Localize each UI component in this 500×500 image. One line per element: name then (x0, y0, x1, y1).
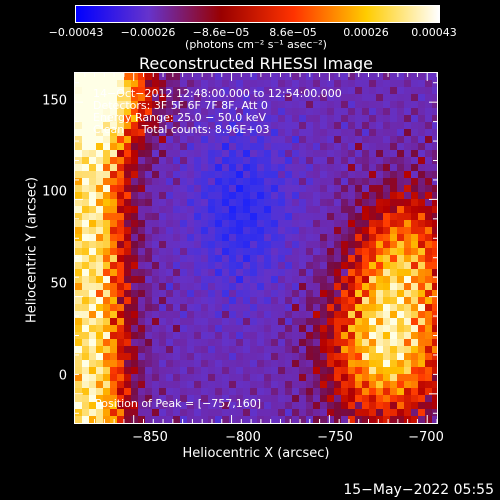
annotation-time-range: 14−Oct−2012 12:48:00.000 to 12:54:00.000 (93, 87, 342, 100)
y-tick-label: 0 (58, 368, 67, 384)
annotation-clean-counts: Clean Total counts: 8.96E+03 (93, 123, 270, 136)
colorbar-unit-label: (photons cm⁻² s⁻¹ asec⁻²) (185, 38, 327, 51)
y-tick-label: 50 (50, 276, 67, 292)
x-tick-label: −700 (408, 430, 444, 445)
x-axis-label: Heliocentric X (arcsec) (182, 446, 330, 461)
annotation-energy-range: Energy Range: 25.0 − 50.0 keV (93, 111, 267, 124)
heatmap (75, 73, 437, 423)
peak-position-label: Position of Peak = [−757,160] (95, 397, 262, 410)
colorbar-tick-label: −0.00043 (48, 26, 104, 39)
x-tick-label: −800 (225, 430, 261, 445)
y-tick-label: 100 (42, 184, 67, 200)
x-tick-label: −850 (132, 430, 168, 445)
plot-area: 14−Oct−2012 12:48:00.000 to 12:54:00.000… (74, 72, 438, 424)
colorbar-tick-label: −8.6e−05 (192, 26, 250, 39)
colorbar-tick-label: 8.6e−05 (269, 26, 317, 39)
timestamp: 15−May−2022 05:55 (343, 482, 494, 498)
colorbar-tick-label: 0.00026 (343, 26, 389, 39)
x-tick-label: −750 (317, 430, 353, 445)
colorbar-tick-label: −0.00026 (120, 26, 176, 39)
annotation-detectors: Detectors: 3F 5F 6F 7F 8F, Att 0 (93, 99, 268, 112)
chart-title: Reconstructed RHESSI Image (139, 54, 373, 73)
heatmap-cells (75, 73, 437, 423)
colorbar (75, 5, 440, 23)
colorbar-tick-label: 0.00043 (411, 26, 457, 39)
y-tick-label: 150 (42, 93, 67, 109)
